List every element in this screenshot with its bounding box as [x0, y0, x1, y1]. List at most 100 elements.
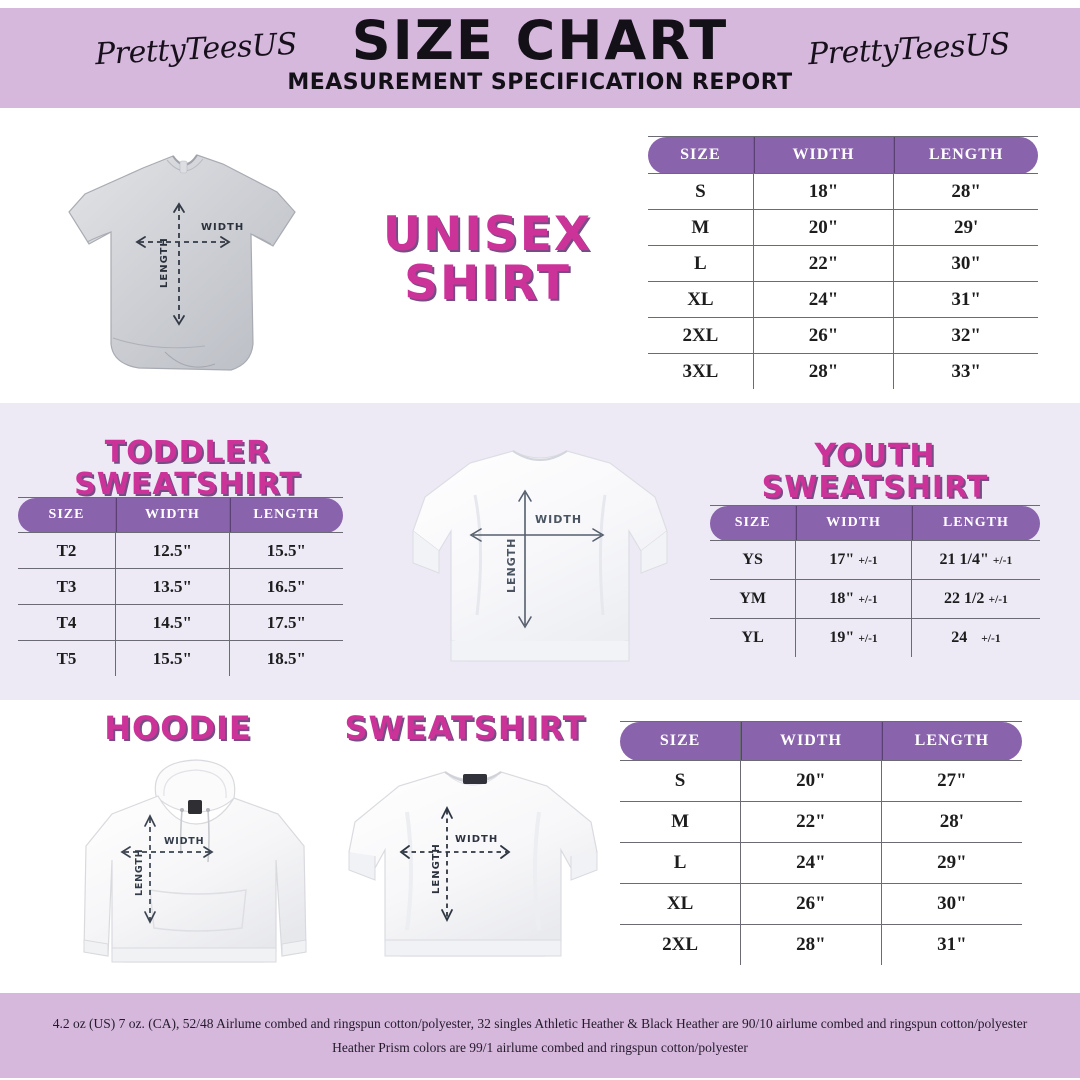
table-row: T5 15.5" 18.5"	[18, 640, 343, 676]
cell-width: 22"	[740, 801, 882, 843]
youth-sweatshirt-illustration: WIDTH LENGTH	[412, 450, 668, 662]
cell-width: 17" +/-1	[795, 540, 912, 580]
cell-size: T2	[18, 532, 116, 569]
sweatshirt-width-label: WIDTH	[455, 834, 498, 845]
cell-length: 28'	[880, 801, 1022, 843]
cell-width: 22"	[752, 245, 894, 282]
cell-width: 28"	[752, 353, 894, 389]
cell-width-tolerance: +/-1	[858, 594, 878, 606]
cell-size: M	[648, 209, 754, 246]
cell-width-tolerance: +/-1	[858, 633, 878, 645]
cell-width: 24"	[752, 281, 894, 318]
col-size: SIZE	[620, 721, 741, 761]
table-header-row: SIZE WIDTH LENGTH	[648, 136, 1038, 174]
hoodie-sweatshirt-size-table: SIZE WIDTH LENGTH S 20" 27" M 22" 28' L …	[620, 721, 1022, 965]
section-title-hoodie: HOODIE	[104, 709, 252, 747]
cell-length: 31"	[880, 924, 1022, 965]
cell-length: 22 1/2 +/-1	[910, 579, 1040, 619]
cell-length: 21 1/4" +/-1	[910, 540, 1040, 580]
cell-length: 29"	[880, 842, 1022, 884]
tee-width-label: WIDTH	[201, 222, 244, 233]
table-row: 2XL 26" 32"	[648, 317, 1038, 354]
table-row: XL 24" 31"	[648, 281, 1038, 318]
section-title-sweatshirt: SWEATSHIRT	[344, 709, 586, 747]
cell-length-value: 22 1/2	[943, 590, 985, 607]
page-subtitle: MEASUREMENT SPECIFICATION REPORT	[287, 70, 793, 95]
cell-width: 18" +/-1	[795, 579, 912, 619]
cell-length-value: 21 1/4"	[939, 551, 989, 568]
section-title-unisex: UNISEX SHIRT	[382, 207, 593, 312]
table-row: M 22" 28'	[620, 801, 1022, 843]
center-sweat-width-label: WIDTH	[535, 513, 582, 526]
cell-size: L	[620, 842, 741, 884]
unisex-tshirt-illustration: WIDTH LENGTH	[68, 154, 296, 371]
toddler-size-table: SIZE WIDTH LENGTH T2 12.5" 15.5" T3 13.5…	[18, 497, 343, 676]
cell-width: 26"	[752, 317, 894, 354]
cell-size: M	[620, 801, 741, 843]
tee-length-label: LENGTH	[159, 237, 170, 288]
section-title-youth: YOUTH SWEATSHIRT	[761, 438, 989, 505]
cell-length: 17.5"	[228, 604, 343, 641]
table-row: T3 13.5" 16.5"	[18, 568, 343, 605]
cell-size: XL	[648, 281, 754, 318]
cell-length: 18.5"	[228, 640, 343, 676]
cell-width: 26"	[740, 883, 882, 925]
cell-size: XL	[620, 883, 741, 925]
cell-size: 3XL	[648, 353, 754, 389]
cell-size: T5	[18, 640, 116, 676]
footer-band	[0, 993, 1080, 1078]
cell-width: 19" +/-1	[795, 618, 912, 657]
cell-size: 2XL	[620, 924, 741, 965]
header-band	[0, 8, 1080, 108]
cell-length: 27"	[880, 760, 1022, 802]
cell-width-value: 19"	[829, 629, 855, 646]
cell-width-value: 18"	[829, 590, 855, 607]
col-width: WIDTH	[752, 136, 894, 174]
cell-length: 30"	[880, 883, 1022, 925]
cell-width: 20"	[740, 760, 882, 802]
cell-length: 31"	[893, 281, 1038, 318]
table-row: 3XL 28" 33"	[648, 353, 1038, 389]
col-length: LENGTH	[893, 136, 1038, 174]
cell-size: T4	[18, 604, 116, 641]
cell-size: S	[620, 760, 741, 802]
table-row: S 18" 28"	[648, 173, 1038, 210]
cell-width-tolerance: +/-1	[858, 555, 878, 567]
table-row: S 20" 27"	[620, 760, 1022, 802]
table-row: L 22" 30"	[648, 245, 1038, 282]
table-header-row: SIZE WIDTH LENGTH	[620, 721, 1022, 761]
cell-width: 20"	[752, 209, 894, 246]
cell-size: YM	[710, 579, 796, 619]
cell-length: 32"	[893, 317, 1038, 354]
col-size: SIZE	[710, 505, 796, 541]
cell-size: YL	[710, 618, 796, 657]
unisex-size-table: SIZE WIDTH LENGTH S 18" 28" M 20" 29' L …	[648, 136, 1038, 389]
cell-width: 15.5"	[115, 640, 230, 676]
cell-width: 12.5"	[115, 532, 230, 569]
table-header-row: SIZE WIDTH LENGTH	[18, 497, 343, 533]
page-title: SIZE CHART	[351, 9, 729, 72]
center-sweat-length-label: LENGTH	[505, 538, 518, 593]
col-length: LENGTH	[880, 721, 1022, 761]
cell-length-tolerance: +/-1	[981, 633, 1001, 645]
cell-length-tolerance: +/-1	[988, 594, 1008, 606]
col-width: WIDTH	[115, 497, 230, 533]
table-row: YL 19" +/-1 24 +/-1	[710, 618, 1040, 657]
table-row: YM 18" +/-1 22 1/2 +/-1	[710, 579, 1040, 619]
cell-length: 24 +/-1	[910, 618, 1040, 657]
col-size: SIZE	[18, 497, 116, 533]
cell-size: S	[648, 173, 754, 210]
cell-width: 24"	[740, 842, 882, 884]
col-width: WIDTH	[795, 505, 912, 541]
table-row: T4 14.5" 17.5"	[18, 604, 343, 641]
table-row: L 24" 29"	[620, 842, 1022, 884]
table-row: 2XL 28" 31"	[620, 924, 1022, 965]
cell-width: 28"	[740, 924, 882, 965]
sweatshirt-length-label: LENGTH	[431, 843, 442, 894]
fabric-specification-text: 4.2 oz (US) 7 oz. (CA), 52/48 Airlume co…	[52, 1016, 1028, 1055]
table-row: YS 17" +/-1 21 1/4" +/-1	[710, 540, 1040, 580]
cell-length-value: 24	[951, 629, 968, 646]
section-title-toddler: TODDLER SWEATSHIRT	[74, 435, 301, 502]
cell-length: 30"	[893, 245, 1038, 282]
